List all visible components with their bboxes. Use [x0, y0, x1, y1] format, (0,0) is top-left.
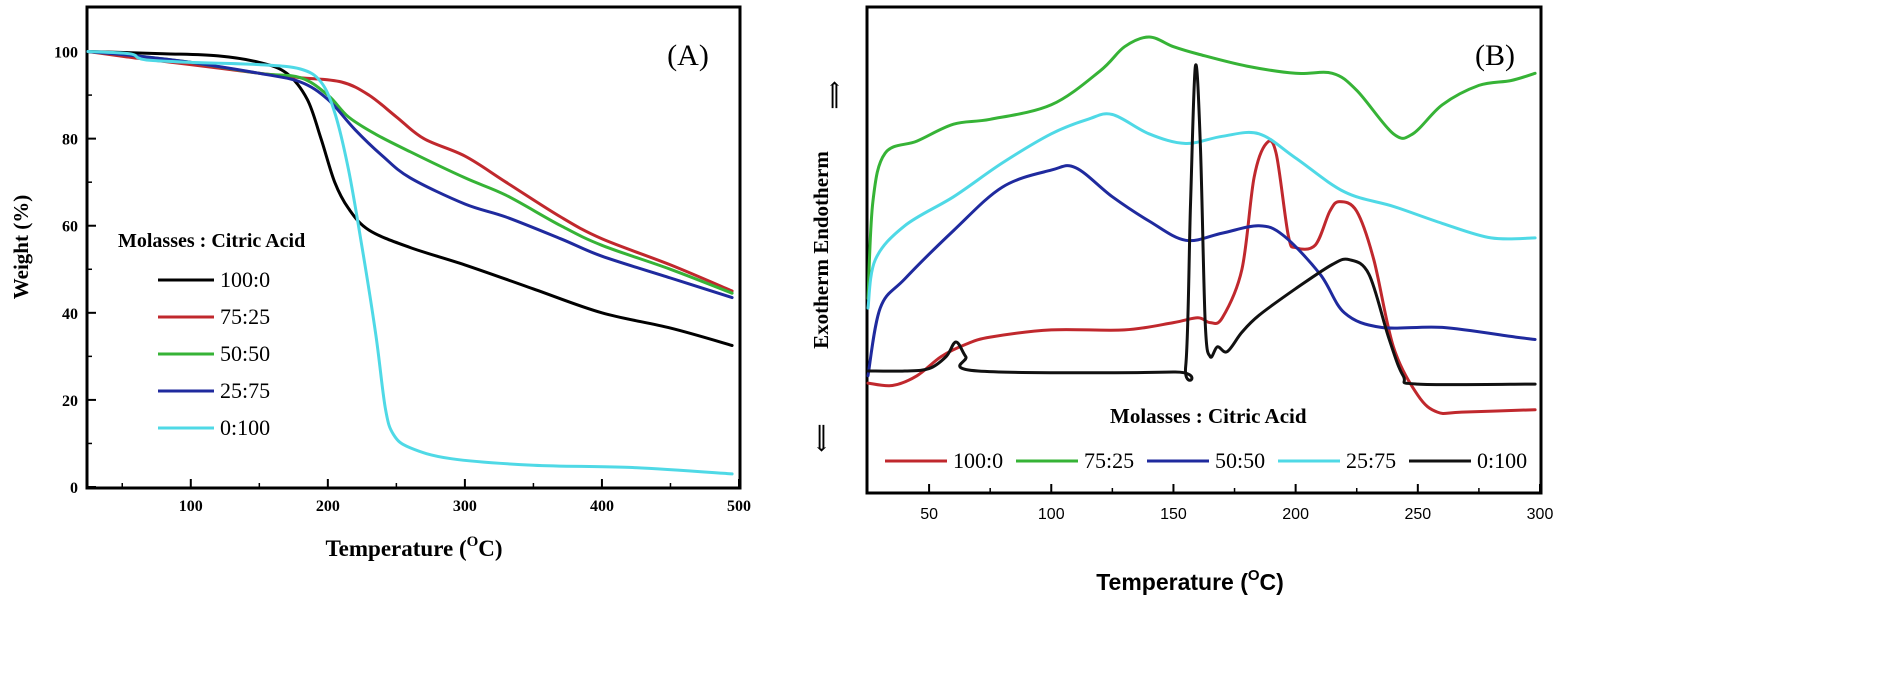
panel-a-x-tick-label: 100 — [179, 498, 203, 515]
panel-a-legend-label: 25:75 — [220, 378, 270, 403]
panel-b-series-line-100-0 — [866, 139, 1537, 415]
panel-b-legend-label: 25:75 — [1346, 448, 1396, 473]
panel-b-x-tick-label: 300 — [1527, 506, 1554, 523]
panel-b-endotherm-arrow-icon: ⟸ — [823, 81, 845, 110]
panel-b-legend-label: 75:25 — [1084, 448, 1134, 473]
panel-b-legend-title: Molasses : Citric Acid — [1110, 404, 1307, 428]
panel-b-x-axis-label-end: C) — [1260, 569, 1284, 595]
panel-a-x-tick-label: 500 — [727, 498, 751, 515]
panel-a-x-tick-label: 200 — [316, 498, 340, 515]
panel-a-series-line-25-75 — [86, 50, 734, 300]
panel-b-legend: Molasses : Citric Acid 100:0 75:25 50:50 25… — [885, 404, 1527, 473]
panel-b-x-tick-label: 250 — [1404, 506, 1431, 523]
panel-b-x-tick-label: 100 — [1038, 506, 1065, 523]
panel-a-legend: Molasses : Citric Acid 100:0 75:25 50:50 25… — [118, 230, 305, 440]
panel-b-y-axis-annotation: ⟸ Exotherm Endotherm ⟸ — [809, 81, 845, 453]
panel-a-y-tick-label: 20 — [62, 393, 78, 410]
panel-a-legend-label: 100:0 — [220, 267, 270, 292]
panel-b-series-line-0-100 — [866, 63, 1537, 387]
panel-b-axis-ticks: 50 100 150 200 250 300 — [920, 484, 1553, 523]
panel-a-plot-frame — [85, 5, 742, 490]
panel-b-series-line-25-75 — [866, 112, 1537, 310]
panel-b-x-axis-label: Temperature (OC) — [1096, 567, 1284, 595]
panel-b-series — [866, 35, 1537, 415]
panel-b-legend-label: 50:50 — [1215, 448, 1265, 473]
panel-a-series-line-100-0 — [86, 50, 734, 347]
panel-a-legend-label: 50:50 — [220, 341, 270, 366]
panel-a-x-axis-label-superscript: O — [467, 534, 479, 550]
panel-a-x-axis-label-end: C) — [478, 536, 502, 561]
panel-b-dsc-chart: 50 100 150 200 250 300 (B) ⟸ Exotherm Endothe… — [809, 5, 1553, 595]
panel-a-x-tick-label: 400 — [590, 498, 614, 515]
panel-a-tga-chart: 100 200 300 400 500 0 20 40 60 80 100 (A) Weight (… — [9, 5, 751, 561]
panel-a-x-axis-label-start: Temperature ( — [325, 536, 466, 561]
panel-a-x-tick-label: 300 — [453, 498, 477, 515]
panel-a-y-tick-label: 40 — [62, 306, 78, 323]
panel-b-legend-label: 100:0 — [953, 448, 1003, 473]
panel-a-series-line-75-25 — [86, 50, 734, 293]
panel-b-exotherm-arrow-icon: ⟸ — [811, 424, 833, 453]
panel-b-x-tick-label: 150 — [1160, 506, 1187, 523]
panel-a-series-line-50-50 — [86, 50, 734, 295]
panel-a-label: (A) — [667, 39, 709, 72]
panel-b-y-axis-label: Exotherm Endotherm — [809, 151, 833, 349]
panel-a-series-line-0-100 — [86, 50, 734, 476]
panel-a-legend-title: Molasses : Citric Acid — [118, 230, 305, 252]
panel-b-plot-frame — [865, 5, 1543, 495]
panel-a-axis-ticks: 100 200 300 400 500 0 20 40 60 80 100 — [54, 45, 751, 515]
panel-b-x-axis-label-superscript: O — [1248, 567, 1260, 584]
panel-a-x-axis-label: Temperature (OC) — [325, 534, 502, 561]
panel-a-y-tick-label: 60 — [62, 219, 78, 236]
panel-a-y-tick-label: 80 — [62, 132, 78, 149]
panel-a-y-tick-label: 100 — [54, 45, 78, 62]
panel-b-x-tick-label: 200 — [1282, 506, 1309, 523]
panel-b-series-line-50-50 — [866, 164, 1537, 378]
panel-a-legend-label: 0:100 — [220, 415, 270, 440]
panel-b-x-tick-label: 50 — [920, 506, 938, 523]
panel-b-x-axis-label-start: Temperature ( — [1096, 569, 1248, 595]
panel-a-y-axis-label: Weight (%) — [9, 195, 33, 299]
panel-a-series — [86, 50, 734, 476]
panel-b-legend-label: 0:100 — [1477, 448, 1527, 473]
panel-a-legend-label: 75:25 — [220, 304, 270, 329]
panel-a-y-tick-label: 0 — [70, 480, 78, 497]
panel-b-series-line-75-25 — [866, 35, 1537, 300]
panel-b-label: (B) — [1475, 39, 1515, 72]
